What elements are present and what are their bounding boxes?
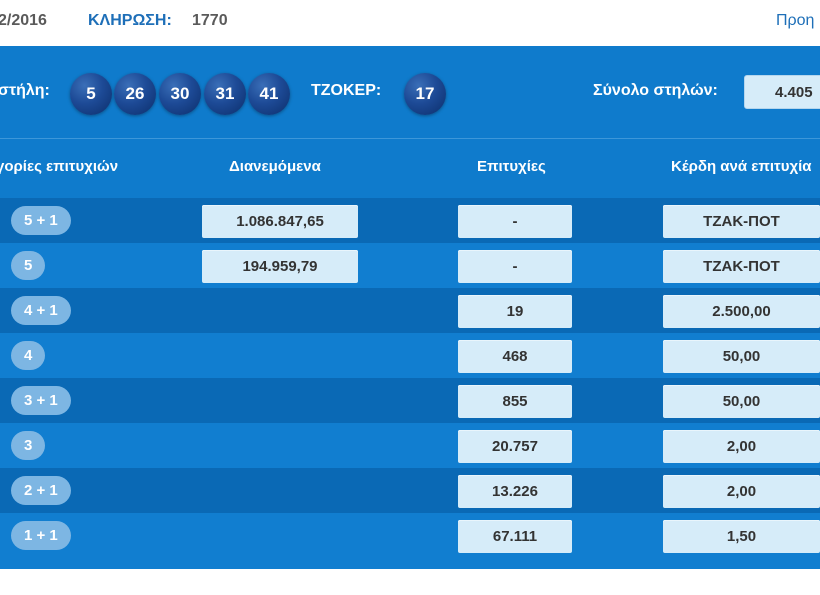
number-ball: 31 bbox=[204, 73, 246, 115]
table-row: 4 468 50,00 bbox=[0, 333, 820, 378]
number-ball: 26 bbox=[114, 73, 156, 115]
prize-cell: ΤΖΑΚ-ΠΟΤ bbox=[663, 205, 820, 238]
number-ball: 30 bbox=[159, 73, 201, 115]
prize-table-header: γορίες επιτυχιών Διανεμόμενα Επιτυχίες Κ… bbox=[0, 138, 820, 199]
category-pill: 3 + 1 bbox=[11, 386, 71, 415]
header-prize: Κέρδη ανά επιτυχία bbox=[671, 158, 812, 175]
prize-cell: 1,50 bbox=[663, 520, 820, 553]
table-row: 3 + 1 855 50,00 bbox=[0, 378, 820, 423]
winners-cell: 468 bbox=[458, 340, 572, 373]
category-pill: 2 + 1 bbox=[11, 476, 71, 505]
winners-cell: 67.111 bbox=[458, 520, 572, 553]
prize-cell: 2,00 bbox=[663, 475, 820, 508]
table-row: 1 + 1 67.111 1,50 bbox=[0, 513, 820, 569]
category-pill: 3 bbox=[11, 431, 46, 460]
previous-draw-link[interactable]: Προη bbox=[776, 12, 815, 29]
total-columns-value: 4.405 bbox=[744, 75, 820, 109]
prize-cell: 2.500,00 bbox=[663, 295, 820, 328]
distributed-cell: 194.959,79 bbox=[202, 250, 358, 283]
table-row: 5 194.959,79 - ΤΖΑΚ-ΠΟΤ bbox=[0, 243, 820, 288]
header-distributed: Διανεμόμενα bbox=[229, 158, 321, 175]
winners-cell: 13.226 bbox=[458, 475, 572, 508]
winning-numbers-band: στήλη: 5 26 30 31 41 ΤΖΟΚΕΡ: 17 Σύνολο σ… bbox=[0, 46, 820, 138]
table-row: 5 + 1 1.086.847,65 - ΤΖΑΚ-ΠΟΤ bbox=[0, 198, 820, 243]
winners-cell: 855 bbox=[458, 385, 572, 418]
draw-number: 1770 bbox=[192, 12, 228, 29]
draw-info-bar: 2/2016 ΚΛΗΡΩΣΗ: 1770 Προη bbox=[0, 0, 820, 46]
table-row: 3 20.757 2,00 bbox=[0, 423, 820, 468]
prize-cell: 50,00 bbox=[663, 385, 820, 418]
winners-cell: 20.757 bbox=[458, 430, 572, 463]
draw-date: 2/2016 bbox=[0, 12, 47, 29]
joker-label: ΤΖΟΚΕΡ: bbox=[311, 82, 382, 99]
number-ball: 5 bbox=[70, 73, 112, 115]
winners-cell: - bbox=[458, 250, 572, 283]
winners-cell: 19 bbox=[458, 295, 572, 328]
number-ball: 41 bbox=[248, 73, 290, 115]
category-pill: 5 bbox=[11, 251, 46, 280]
distributed-cell: 1.086.847,65 bbox=[202, 205, 358, 238]
table-row: 4 + 1 19 2.500,00 bbox=[0, 288, 820, 333]
category-pill: 4 + 1 bbox=[11, 296, 71, 325]
draw-label: ΚΛΗΡΩΣΗ: bbox=[88, 12, 172, 29]
prize-cell: ΤΖΑΚ-ΠΟΤ bbox=[663, 250, 820, 283]
winning-column-label: στήλη: bbox=[0, 82, 50, 99]
prize-cell: 2,00 bbox=[663, 430, 820, 463]
joker-ball: 17 bbox=[404, 73, 446, 115]
category-pill: 1 + 1 bbox=[11, 521, 71, 550]
table-row: 2 + 1 13.226 2,00 bbox=[0, 468, 820, 513]
header-winners: Επιτυχίες bbox=[477, 158, 546, 175]
category-pill: 5 + 1 bbox=[11, 206, 71, 235]
total-columns-label: Σύνολο στηλών: bbox=[593, 82, 718, 99]
header-category: γορίες επιτυχιών bbox=[0, 158, 119, 175]
category-pill: 4 bbox=[11, 341, 46, 370]
winners-cell: - bbox=[458, 205, 572, 238]
prize-cell: 50,00 bbox=[663, 340, 820, 373]
